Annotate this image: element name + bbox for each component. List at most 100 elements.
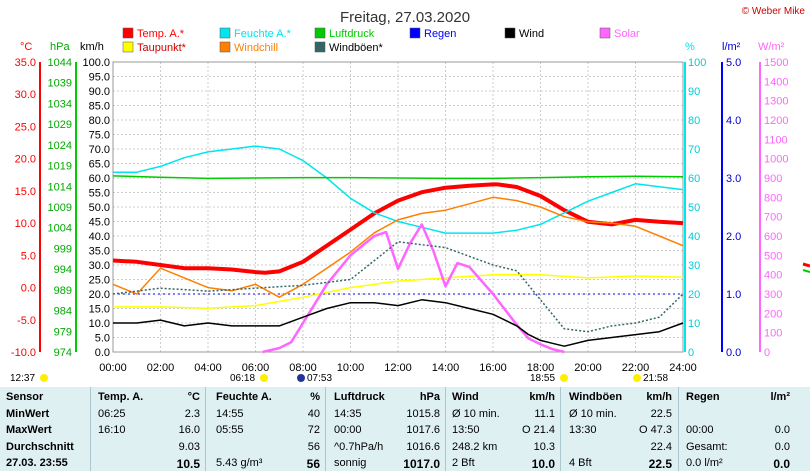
sun-icon — [260, 374, 268, 382]
solar-tick-label: 1300 — [764, 96, 788, 108]
chart-title: Freitag, 27.03.2020 — [340, 9, 470, 26]
temp-unit-label: °C — [20, 41, 32, 53]
table-cell: 13:30 — [569, 424, 597, 436]
pct-tick-label: 100 — [688, 57, 706, 69]
pct-tick-label: 90 — [688, 86, 700, 98]
table-cell: Ø 10 min. — [452, 407, 500, 420]
series-line-solar — [262, 223, 565, 354]
solar-tick-label: 1100 — [764, 134, 788, 146]
legend-swatch — [314, 27, 326, 39]
pct-tick-label: 20 — [688, 289, 700, 301]
table-value: 56 — [306, 457, 320, 471]
legend-label: Temp. A.* — [137, 28, 185, 40]
table-value: 72 — [307, 424, 320, 436]
kmh-tick-label: 60.0 — [89, 173, 110, 185]
time-tick-label: 18:00 — [527, 362, 555, 374]
time-tick-label: 00:00 — [99, 362, 127, 374]
table-cell: 05:55 — [216, 424, 244, 436]
table-value: 1017.6 — [406, 424, 440, 436]
table-value: 56 — [307, 440, 320, 453]
table-value: O 47.3 — [638, 424, 672, 436]
temp-tick-label: 25.0 — [15, 121, 36, 133]
copyright-text: © Weber Mike — [742, 6, 806, 17]
legend-label: Windchill — [234, 42, 278, 54]
solar-tick-label: 100 — [764, 328, 782, 340]
moon-time-label: 12:37 — [10, 373, 35, 384]
kmh-tick-label: 80.0 — [89, 115, 110, 127]
summary-table: Sensor Temp. A. °C Feuchte A.% Luftdruck hPa W… — [0, 387, 810, 471]
table-cell: 00:00 — [686, 424, 714, 436]
table-cell: 00:00 — [334, 424, 362, 436]
kmh-tick-label: 35.0 — [89, 246, 110, 258]
weather-chart: Freitag, 27.03.2020 © Weber Mike Temp. A.*… — [10, 6, 810, 384]
extra-pressure-mark — [802, 269, 810, 273]
pct-tick-label: 60 — [688, 173, 700, 185]
table-row-label: Durchschnitt — [6, 440, 74, 453]
hpa-tick-label: 1014 — [48, 181, 72, 193]
solar-tick-label: 0 — [764, 347, 770, 359]
hpa-tick-label: 974 — [54, 347, 72, 359]
hpa-tick-label: 994 — [54, 264, 72, 276]
time-tick-label: 14:00 — [432, 362, 460, 374]
table-divider — [325, 387, 326, 471]
time-tick-label: 02:00 — [147, 362, 175, 374]
table-value: 1017.0 — [403, 457, 440, 471]
legend-swatch — [409, 27, 421, 39]
legend-swatch — [504, 27, 516, 39]
time-tick-label: 04:00 — [194, 362, 222, 374]
pct-tick-label: 40 — [688, 231, 700, 243]
table-cell: 06:25 — [98, 407, 126, 420]
table-value: 22.5 — [648, 457, 672, 471]
table-divider — [560, 387, 561, 471]
rain-tick-label: 3.0 — [726, 173, 741, 185]
temp-tick-label: -10.0 — [11, 347, 36, 359]
table-value: 22.4 — [650, 440, 672, 453]
table-divider — [205, 387, 206, 471]
pct-tick-label: 0 — [688, 347, 694, 359]
legend-label: Wind — [519, 28, 544, 40]
rain-tick-label: 0.0 — [726, 347, 741, 359]
solar-tick-label: 1500 — [764, 57, 788, 69]
pct-tick-label: 80 — [688, 115, 700, 127]
table-cell: ^0.7hPa/h — [334, 440, 384, 453]
table-divider — [678, 387, 679, 471]
kmh-tick-label: 55.0 — [89, 188, 110, 200]
table-value: % — [310, 391, 320, 403]
table-cell: Gesamt: — [686, 440, 728, 453]
time-tick-label: 08:00 — [289, 362, 317, 374]
kmh-tick-label: 10.0 — [89, 318, 110, 330]
legend-label: Solar — [614, 28, 640, 40]
table-divider — [90, 387, 91, 471]
solar-tick-label: 800 — [764, 192, 782, 204]
pct-tick-label: 30 — [688, 260, 700, 272]
table-row-label: MaxWert — [6, 424, 52, 436]
moonset-icon — [633, 374, 641, 382]
series-line-feuchtea — [113, 145, 684, 234]
kmh-tick-label: 0.0 — [95, 347, 110, 359]
hpa-tick-label: 1019 — [48, 161, 72, 173]
solar-tick-label: 400 — [764, 270, 782, 282]
solar-tick-label: 1200 — [764, 115, 788, 127]
series-line-windben — [112, 241, 684, 333]
table-cell: Windböen — [569, 391, 623, 403]
moonset-time-label: 21:58 — [643, 373, 668, 384]
table-value: 40 — [307, 407, 320, 420]
hpa-tick-label: 1029 — [48, 119, 72, 131]
legend-label: Luftdruck — [329, 28, 375, 40]
kmh-tick-label: 20.0 — [89, 289, 110, 301]
series-line-wind — [113, 299, 684, 347]
kmh-tick-label: 5.0 — [95, 333, 110, 345]
sun-time-label: 06:18 — [230, 373, 255, 384]
legend-swatch — [122, 27, 134, 39]
hpa-tick-label: 1009 — [48, 202, 72, 214]
table-value: 16.0 — [178, 424, 200, 436]
time-tick-label: 10:00 — [337, 362, 365, 374]
table-cell: 13:50 — [452, 424, 480, 436]
table-cell: 5.43 g/m³ — [216, 457, 263, 469]
hpa-tick-label: 989 — [54, 285, 72, 297]
hpa-tick-label: 1039 — [48, 78, 72, 90]
time-tick-label: 24:00 — [669, 362, 697, 374]
time-tick-label: 22:00 — [622, 362, 650, 374]
kmh-tick-label: 40.0 — [89, 231, 110, 243]
temp-tick-label: 0.0 — [21, 283, 36, 295]
